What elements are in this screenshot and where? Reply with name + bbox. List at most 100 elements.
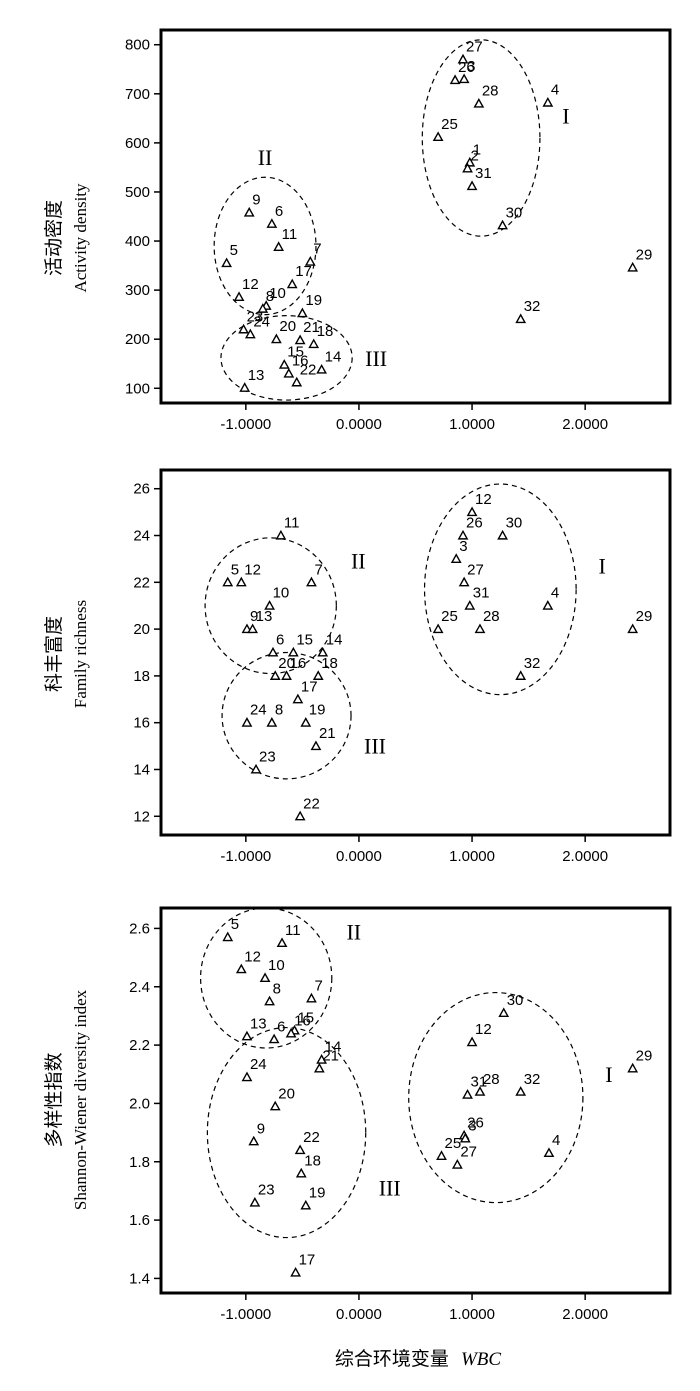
data-point-label: 18	[304, 1152, 321, 1169]
data-point-marker	[627, 1062, 639, 1073]
data-point-label: 3	[467, 58, 475, 75]
data-point-label: 24	[250, 1056, 267, 1073]
data-point-marker	[238, 323, 249, 334]
data-point-label: 8	[273, 980, 281, 997]
data-point-label: 9	[257, 1120, 265, 1137]
data-point-marker	[287, 646, 299, 657]
data-point-label: 17	[301, 678, 318, 695]
data-point-marker	[432, 623, 444, 634]
data-point-label: 31	[471, 1074, 488, 1091]
data-point-label: 12	[475, 491, 492, 508]
cluster-label-i: I	[605, 1062, 612, 1087]
data-point-marker	[243, 206, 255, 217]
data-point-label: 20	[278, 655, 295, 672]
data-point-label: 29	[636, 247, 653, 264]
x-tick-label: -1.0000	[220, 416, 271, 433]
data-point-label: 26	[458, 59, 475, 76]
data-point-label: 7	[314, 977, 322, 994]
data-point-label: 5	[230, 242, 238, 259]
y-tick-label: 2.6	[129, 920, 150, 937]
data-point-label: 1	[473, 142, 481, 159]
data-point-label: 17	[299, 1252, 316, 1269]
data-point-marker	[310, 740, 322, 751]
y-tick-label: 2.0	[129, 1095, 150, 1112]
data-point-marker	[268, 1033, 280, 1044]
data-point-label: 28	[483, 608, 500, 625]
data-point-marker	[267, 646, 279, 657]
x-tick-label: -1.0000	[220, 1306, 271, 1323]
data-point-label: 24	[250, 702, 267, 719]
data-point-marker	[221, 257, 232, 268]
data-point-marker	[278, 359, 290, 369]
data-point-marker	[497, 219, 508, 230]
y-tick-label: 24	[133, 528, 150, 545]
panel-activity-density: -1.0000 0.0000 1.0000 2.0000 100 200 300 400 500…	[43, 28, 672, 433]
data-point-label: 23	[258, 1182, 275, 1199]
data-point-label: 12	[242, 276, 259, 293]
y-tick-label: 18	[133, 668, 150, 685]
y-tick-label: 100	[125, 380, 150, 397]
data-point-label: 28	[483, 1071, 500, 1088]
y-tick-label: 20	[133, 621, 150, 638]
data-point-label: 15	[297, 1010, 314, 1027]
data-point-marker	[286, 278, 298, 289]
data-point-marker	[259, 972, 271, 983]
data-point-marker	[308, 338, 320, 349]
data-point-label: 19	[305, 292, 322, 309]
x-tick-label: 0.0000	[336, 416, 382, 433]
data-point-label: 11	[285, 922, 301, 939]
data-point-label: 16	[290, 655, 307, 672]
data-point-label: 28	[482, 83, 499, 100]
data-point-marker	[241, 717, 253, 727]
data-point-label: 32	[524, 298, 541, 315]
data-point-label: 3	[468, 1117, 476, 1134]
x-tick-label: 1.0000	[449, 416, 495, 433]
data-point-label: 4	[551, 585, 559, 602]
x-axis-label-en: WBC	[461, 1349, 501, 1370]
data-point-label: 20	[279, 318, 296, 335]
data-point-marker	[250, 763, 262, 774]
data-point-label: 6	[277, 1018, 285, 1035]
data-point-label: 7	[313, 241, 321, 258]
data-point-label: 29	[636, 1047, 653, 1064]
data-point-label: 10	[268, 957, 285, 974]
y-tick-label: 200	[125, 331, 150, 348]
data-point-label: 19	[309, 702, 326, 719]
data-point-label: 23	[259, 748, 276, 765]
data-point-label: 9	[252, 192, 260, 209]
data-point-label: 6	[276, 632, 284, 649]
data-point-marker	[462, 1089, 473, 1099]
ticks-family-richness: -1.0000 0.0000 1.0000 2.0000 12 14 16 18 20 22 24 2…	[133, 481, 608, 865]
cluster-ellipse-ii	[204, 537, 337, 675]
data-point-marker	[241, 1030, 253, 1041]
y-tick-label: 800	[125, 37, 150, 54]
data-point-label: 30	[506, 204, 523, 221]
data-point-label: 16	[294, 1012, 311, 1029]
data-point-label: 19	[309, 1185, 326, 1202]
data-point-label: 26	[467, 1115, 484, 1132]
data-point-marker	[257, 303, 269, 313]
cluster-ellipse-i	[423, 483, 577, 696]
panel-shannon-diversity: -1.0000 0.0000 1.0000 2.0000 1.4 1.6 1.8 2.0 2.2…	[43, 906, 672, 1323]
data-point-label: 9	[250, 608, 258, 625]
y-tick-label: 16	[133, 715, 150, 732]
data-point-marker	[270, 333, 282, 344]
data-point-marker	[290, 1266, 301, 1277]
data-point-label: 20	[278, 1085, 295, 1102]
data-point-marker	[266, 717, 278, 727]
data-point-marker	[304, 256, 316, 266]
data-point-label: 10	[273, 585, 290, 602]
data-point-label: 32	[524, 1071, 541, 1088]
data-point-label: 8	[275, 702, 283, 719]
data-point-marker	[306, 992, 317, 1003]
data-point-marker	[515, 313, 527, 324]
data-point-marker	[451, 1159, 463, 1169]
y-axis-label-en-activity-density: Activity density	[71, 183, 90, 293]
data-point-label: 15	[296, 632, 313, 649]
cluster-ellipse-iii	[221, 651, 352, 780]
data-point-marker	[291, 376, 303, 387]
data-point-marker	[458, 73, 470, 84]
